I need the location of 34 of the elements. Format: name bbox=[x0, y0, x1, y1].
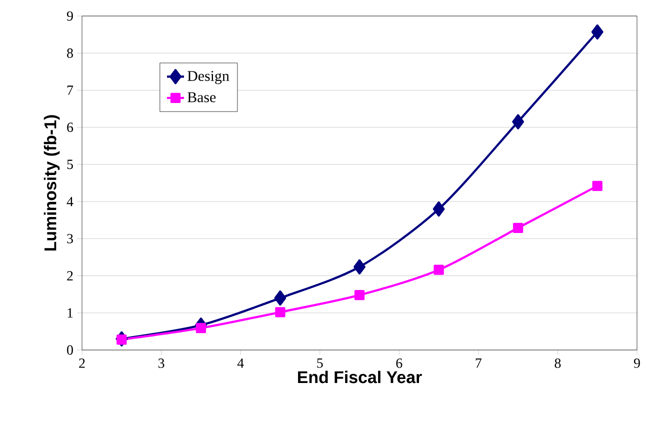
y-tick-label: 0 bbox=[67, 345, 73, 355]
y-tick-label: 7 bbox=[67, 86, 74, 95]
point bbox=[591, 24, 604, 40]
x-axis-title: End Fiscal Year bbox=[298, 370, 422, 384]
point bbox=[354, 259, 366, 274]
point bbox=[434, 264, 444, 275]
x-tick-label: 8 bbox=[554, 358, 561, 368]
y-axis-title: Luminosity (fb-1) bbox=[44, 115, 60, 251]
y-tick-label: 9 bbox=[66, 11, 73, 21]
point bbox=[592, 180, 602, 192]
x-tick-label: 9 bbox=[634, 358, 640, 368]
point bbox=[432, 201, 445, 217]
y-tick-label: 1 bbox=[68, 308, 73, 318]
y-tick-label: 5 bbox=[67, 160, 73, 170]
y-tick-label: 2 bbox=[67, 271, 73, 280]
y-tick-label: 4 bbox=[66, 196, 74, 206]
legend-label: Design bbox=[188, 70, 230, 84]
y-tick-label: 6 bbox=[67, 122, 74, 132]
y-tick-label: 8 bbox=[67, 48, 73, 58]
x-tick-label: 2 bbox=[79, 358, 85, 368]
x-tick-label: 5 bbox=[317, 358, 323, 368]
x-tick-label: 4 bbox=[237, 358, 244, 368]
point bbox=[512, 222, 524, 233]
x-tick-label: 6 bbox=[396, 358, 402, 368]
y-tick-label: 3 bbox=[67, 234, 73, 244]
point bbox=[354, 290, 365, 300]
point bbox=[196, 323, 206, 334]
x-tick-label: 3 bbox=[158, 358, 164, 368]
point bbox=[274, 290, 286, 306]
x-tick-label: 7 bbox=[476, 358, 482, 368]
point bbox=[275, 307, 286, 318]
point bbox=[512, 114, 524, 130]
legend-label: Base bbox=[188, 92, 216, 102]
point bbox=[116, 334, 127, 345]
